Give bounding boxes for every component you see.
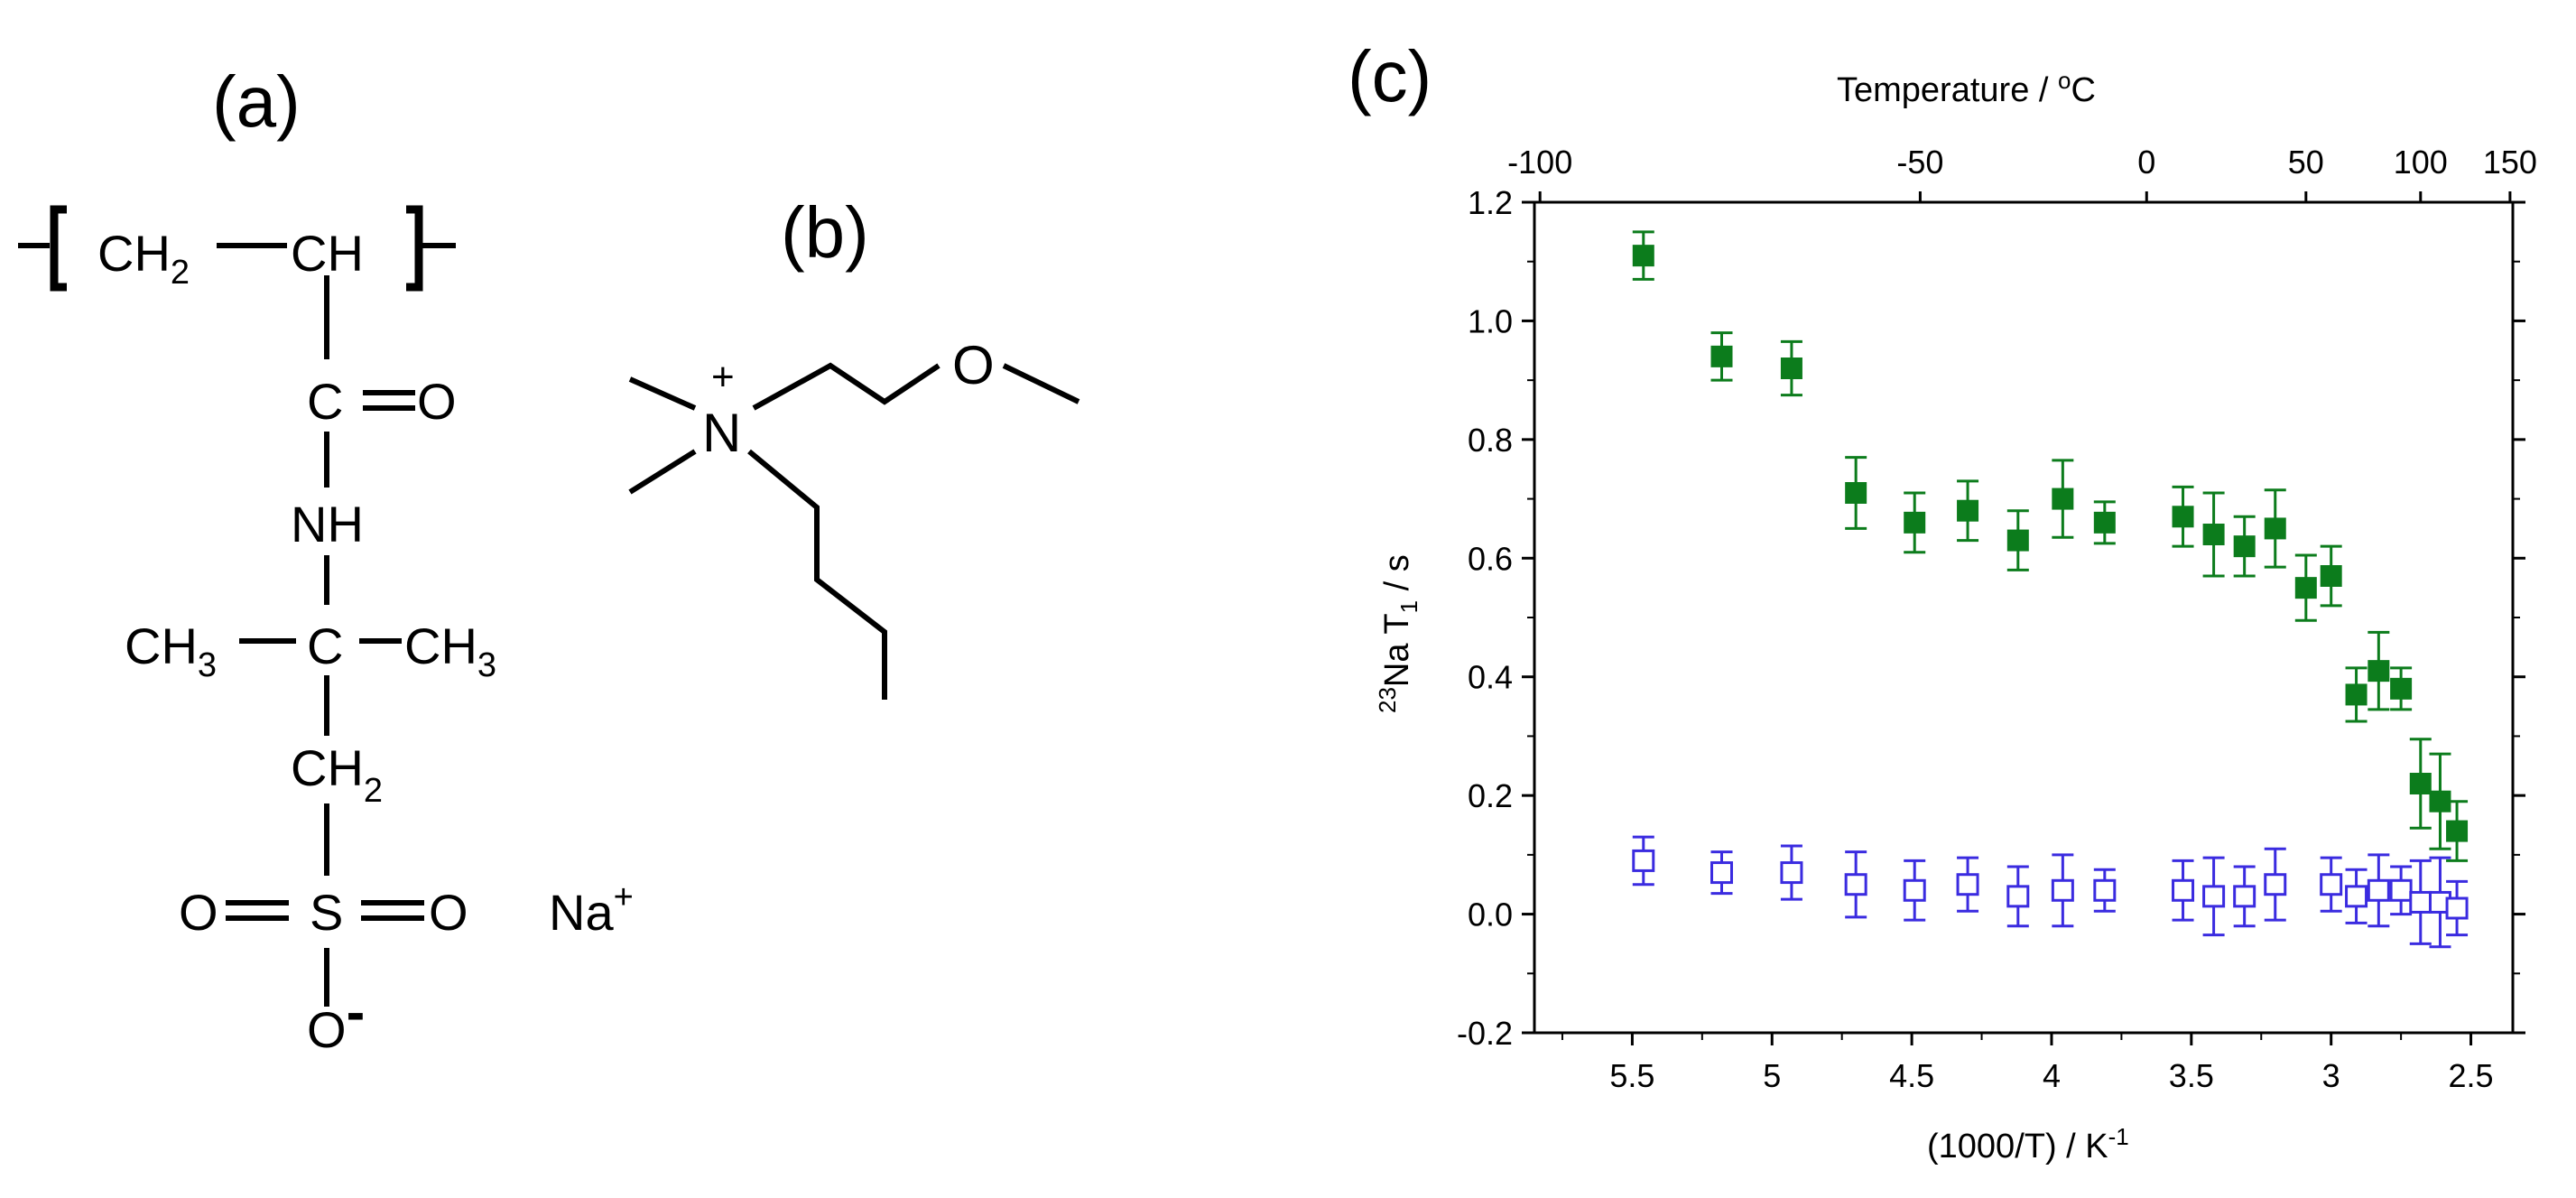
data-point [1710,861,1734,885]
atom-ch2-top: CH2 [97,225,190,292]
data-point [1632,849,1655,872]
data-point [2445,896,2469,920]
data-point [2172,878,2195,902]
atom-nh: NH [291,496,364,553]
panel-a-label: (a) [212,61,301,142]
chart: -100 -50 0 50 100 150 5.5 5 4.5 4 3.5 3 2.5 -0.2 0.0… [1374,67,2537,1165]
top-tick-label: -50 [1896,144,1943,181]
atom-n: N [702,403,741,463]
data-point [2093,878,2117,902]
data-point [2389,878,2413,902]
data-point [2093,511,2116,534]
data-point [2052,488,2074,510]
data-point [1780,861,1803,885]
atom-ch3-left: CH3 [125,618,217,684]
data-point [2390,677,2413,700]
data-point [2233,885,2256,908]
structure-a [18,205,456,1007]
y-tick-label: 0.0 [1468,896,1513,933]
x-tick-label: 4.5 [1889,1057,1934,1094]
bottom-axis: 5.5 5 4.5 4 3.5 3 2.5 [1561,1033,2494,1094]
data-point [2320,873,2343,896]
panel-c-label: (c) [1348,36,1432,116]
data-point [1780,358,1802,379]
atom-o-ether: O [952,335,995,395]
x-tick-label: 2.5 [2449,1057,2494,1094]
y-tick-label: 0.6 [1468,540,1513,577]
data-point [2006,885,2030,908]
atom-o-left: O [179,884,218,941]
structure-b-atoms: N + O [702,335,995,463]
y-tick-label: 1.0 [1468,302,1513,339]
data-point [2367,878,2390,902]
data-point [2202,885,2226,908]
atom-c-quat: C [307,618,343,674]
y-tick-label: -0.2 [1457,1015,1513,1052]
data-point [2051,878,2074,902]
top-axis: -100 -50 0 50 100 150 [1507,144,2537,202]
atom-na: Na+ [549,878,634,941]
series-layer [1632,230,2469,949]
panel-b-label: (b) [781,192,869,273]
atom-n-charge: + [711,355,735,399]
data-point [2409,890,2432,914]
data-point [2446,820,2469,842]
y-tick-label: 1.2 [1468,184,1513,221]
data-point [2233,535,2256,558]
data-point [2409,773,2432,794]
right-axis [2513,200,2525,1035]
data-point [2345,885,2368,908]
data-point [2320,565,2342,587]
top-axis-title: Temperature / oC [1837,67,2096,109]
data-point [1844,873,1867,896]
data-point [1632,245,1654,267]
data-point [2345,683,2368,706]
data-point [1957,499,1979,522]
series-1 [1632,230,2469,862]
atom-o-right: O [429,884,468,941]
data-point [2264,873,2287,896]
data-point [1956,873,1979,896]
x-tick-label: 5 [1763,1057,1781,1094]
y-axis-title: 23Na T1 / s [1374,554,1422,713]
data-point [1710,345,1733,367]
plot-frame [1533,200,2515,1035]
top-tick-label: -100 [1507,144,1572,181]
left-axis: -0.2 0.0 0.2 0.4 0.6 0.8 1.0 1.2 [1457,184,1534,1052]
data-point [2368,660,2390,683]
y-tick-label: 0.8 [1468,422,1513,459]
data-point [2264,517,2286,540]
top-tick-label: 0 [2137,144,2155,181]
atom-o-carbonyl: O [417,373,457,430]
data-point [2294,577,2317,599]
structure-b [628,362,1080,700]
top-tick-label: 100 [2394,144,2448,181]
data-point [2172,506,2194,528]
data-point [2202,524,2225,545]
x-axis-title: (1000/T) / K-1 [1927,1123,2129,1165]
top-tick-label: 50 [2288,144,2324,181]
atom-ch2-low: CH2 [291,739,383,810]
data-point [2006,529,2029,552]
atom-c-carbonyl: C [307,373,343,430]
atom-s: S [310,884,343,941]
y-tick-label: 0.4 [1468,659,1513,696]
structure-a-atoms: CH2 CH C O NH CH3 C CH3 CH2 O S O O- Na+ [97,225,634,1058]
data-point [1845,482,1867,504]
top-tick-label: 150 [2483,144,2537,181]
data-point [1903,878,1926,902]
series-2 [1632,835,2469,949]
x-tick-label: 3.5 [2169,1057,2214,1094]
atom-ch3-right: CH3 [404,618,496,684]
x-tick-label: 5.5 [1609,1057,1654,1094]
x-tick-label: 4 [2043,1057,2061,1094]
atom-o-minus: O- [307,981,365,1058]
x-tick-label: 3 [2322,1057,2340,1094]
data-point [1904,511,1926,534]
y-tick-label: 0.2 [1468,777,1513,814]
atom-ch-top: CH [291,225,364,282]
